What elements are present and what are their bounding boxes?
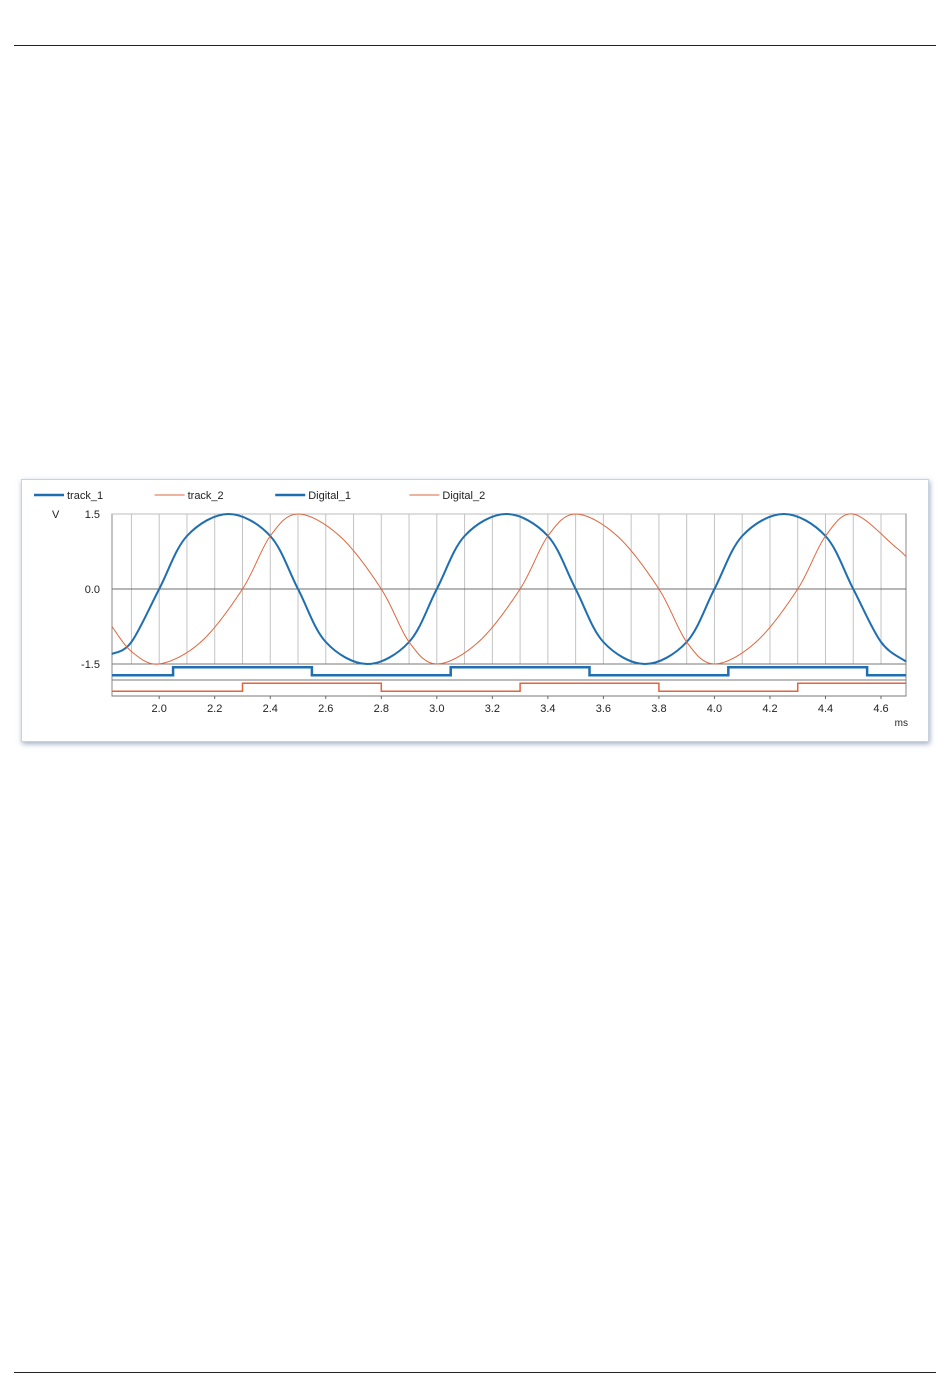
x-tick-label: 3.0 [429, 703, 444, 715]
point-track_1 [713, 588, 716, 590]
legend-label: track_2 [188, 490, 224, 502]
point-track_1 [228, 513, 230, 515]
x-unit-label: ms [895, 718, 908, 729]
point-track_2 [241, 588, 244, 590]
point-track_2 [380, 588, 382, 590]
point-track_1 [905, 660, 907, 663]
point-track_1 [130, 641, 133, 643]
point-track_2 [130, 650, 133, 653]
x-tick-label: 2.4 [263, 703, 278, 715]
point-track_2 [269, 535, 271, 537]
point-track_2 [616, 535, 618, 537]
point-track_1 [325, 641, 327, 643]
legend-label: track_1 [67, 490, 103, 502]
point-track_1 [602, 641, 604, 643]
point-track_2 [519, 588, 521, 590]
x-tick-label: 4.0 [707, 703, 722, 715]
footer-rule [14, 1372, 936, 1373]
point-track_2 [852, 513, 854, 515]
point-track_1 [111, 653, 113, 655]
point-track_1 [186, 535, 188, 537]
point-track_1 [436, 588, 438, 590]
point-track_2 [658, 588, 660, 590]
x-tick-label: 3.8 [651, 703, 666, 715]
series-step-Digital_2 [112, 682, 906, 692]
legend-item-track_2: track_2 [154, 490, 224, 502]
point-track_2 [408, 641, 410, 643]
point-track_2 [339, 535, 341, 537]
point-track_2 [547, 535, 549, 537]
x-tick-label: 4.4 [818, 703, 833, 715]
point-track_2 [686, 641, 688, 643]
y-unit-label: V [52, 509, 60, 521]
series-step-Digital_1 [112, 665, 906, 677]
chart-panel: 1.5 0.0 -1.5 V 2.0 2.2 2.4 2.6 2.8 3.0 3.2 3.4 3.6 3.… [21, 479, 929, 742]
legend: track_1 track_2 Digital_1 Digital_2 [34, 490, 485, 502]
point-track_2 [713, 663, 716, 665]
point-track_1 [644, 663, 646, 665]
point-track_1 [158, 588, 160, 590]
point-track_1 [505, 513, 507, 515]
point-track_2 [824, 535, 827, 537]
analog-plot-area [111, 512, 907, 666]
axes: 1.5 0.0 -1.5 V 2.0 2.2 2.4 2.6 2.8 3.0 3.2 3.4 3.6 3.… [52, 509, 908, 729]
point-track_1 [741, 535, 743, 537]
legend-item-Digital_2: Digital_2 [409, 490, 485, 502]
y-tick-label: 0.0 [85, 584, 100, 596]
x-tick-label: 4.2 [762, 703, 777, 715]
point-track_1 [575, 588, 577, 590]
point-track_2 [575, 513, 577, 515]
point-track_2 [158, 663, 160, 665]
y-tick-label: 1.5 [85, 509, 100, 521]
legend-label: Digital_1 [308, 490, 351, 502]
x-tick-label: 2.8 [374, 703, 389, 715]
point-track_1 [366, 663, 369, 665]
x-tick-label: 3.4 [540, 703, 555, 715]
point-track_2 [894, 545, 896, 548]
point-track_2 [477, 641, 480, 643]
legend-item-Digital_1: Digital_1 [275, 490, 351, 502]
x-tick-label: 3.2 [485, 703, 500, 715]
legend-item-track_1: track_1 [34, 490, 103, 502]
point-track_2 [436, 663, 438, 665]
x-tick-label: 2.6 [318, 703, 333, 715]
x-tick-label: 2.0 [152, 703, 167, 715]
header-rule [14, 45, 936, 46]
legend-label: Digital_2 [442, 490, 485, 502]
point-track_1 [880, 641, 882, 643]
x-tick-label: 2.2 [207, 703, 222, 715]
chart-svg: 1.5 0.0 -1.5 V 2.0 2.2 2.4 2.6 2.8 3.0 3.2 3.4 3.6 3.… [34, 490, 908, 729]
x-tick-label: 4.6 [873, 703, 888, 715]
point-track_2 [111, 625, 113, 628]
y-tick-label: -1.5 [81, 659, 100, 671]
point-track_2 [755, 641, 757, 643]
point-track_2 [297, 513, 299, 515]
point-track_1 [297, 588, 299, 590]
point-track_1 [783, 513, 785, 515]
digital-plot-area [112, 665, 906, 692]
point-track_2 [905, 555, 907, 558]
point-track_2 [200, 641, 202, 643]
point-track_1 [852, 588, 854, 590]
point-track_2 [797, 588, 799, 590]
x-tick-label: 3.6 [596, 703, 611, 715]
point-track_1 [463, 535, 466, 537]
